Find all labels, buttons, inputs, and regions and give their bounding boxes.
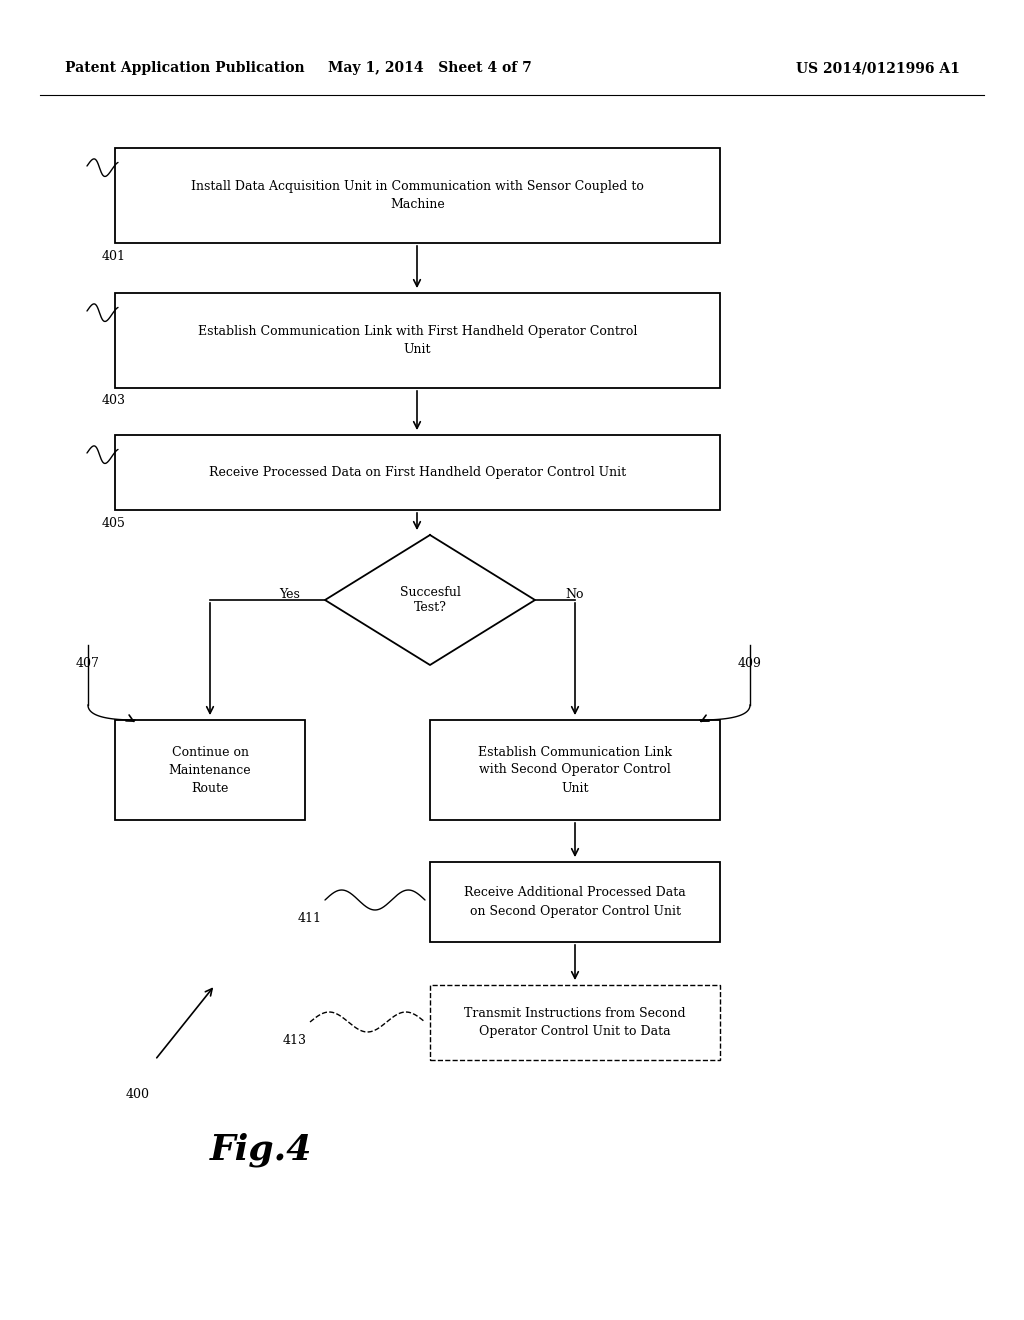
- Bar: [430, 862, 720, 942]
- Text: Yes: Yes: [280, 589, 300, 602]
- Text: Install Data Acquisition Unit in Communication with Sensor Coupled to
Machine: Install Data Acquisition Unit in Communi…: [191, 180, 644, 211]
- Text: US 2014/0121996 A1: US 2014/0121996 A1: [796, 61, 961, 75]
- Text: 401: 401: [102, 249, 126, 263]
- Text: Establish Communication Link with First Handheld Operator Control
Unit: Establish Communication Link with First …: [198, 325, 637, 356]
- Text: Receive Additional Processed Data
on Second Operator Control Unit: Receive Additional Processed Data on Sec…: [464, 887, 686, 917]
- Bar: [115, 148, 720, 243]
- Text: 411: 411: [298, 912, 322, 925]
- Bar: [430, 985, 720, 1060]
- Text: Transmit Instructions from Second
Operator Control Unit to Data: Transmit Instructions from Second Operat…: [464, 1007, 686, 1038]
- Text: No: No: [565, 589, 585, 602]
- Text: Patent Application Publication: Patent Application Publication: [65, 61, 304, 75]
- Text: Succesful
Test?: Succesful Test?: [399, 586, 461, 614]
- Text: 413: 413: [283, 1034, 307, 1047]
- Bar: [115, 719, 305, 820]
- Text: 405: 405: [102, 517, 126, 531]
- Text: 403: 403: [102, 393, 126, 407]
- Text: 409: 409: [738, 657, 762, 671]
- Text: Receive Processed Data on First Handheld Operator Control Unit: Receive Processed Data on First Handheld…: [209, 466, 626, 479]
- Text: Establish Communication Link
with Second Operator Control
Unit: Establish Communication Link with Second…: [478, 746, 672, 795]
- Polygon shape: [325, 535, 535, 665]
- Text: 407: 407: [76, 657, 100, 671]
- Text: Continue on
Maintenance
Route: Continue on Maintenance Route: [169, 746, 251, 795]
- Bar: [115, 436, 720, 510]
- Text: 400: 400: [126, 1088, 150, 1101]
- Bar: [115, 293, 720, 388]
- Text: Fig.4: Fig.4: [210, 1133, 312, 1167]
- Bar: [430, 719, 720, 820]
- Text: May 1, 2014   Sheet 4 of 7: May 1, 2014 Sheet 4 of 7: [328, 61, 531, 75]
